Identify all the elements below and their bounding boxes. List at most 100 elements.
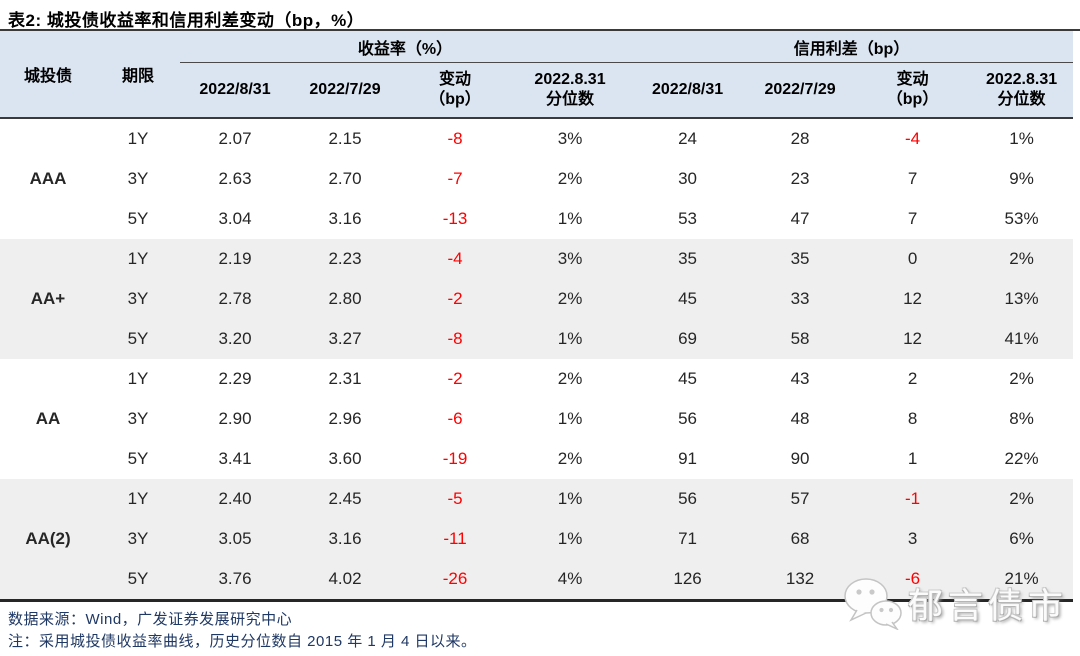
yield-change: -2 [400, 359, 510, 399]
spread-current: 30 [630, 159, 746, 199]
col-header-spread-change: 变动 （bp） [855, 62, 971, 119]
spread-current: 45 [630, 279, 746, 319]
rating-label: AA+ [0, 239, 96, 359]
yield-current: 3.41 [180, 439, 290, 479]
yield-current: 2.29 [180, 359, 290, 399]
table-row: 5Y 3.04 3.16 -13 1% 53 47 7 53% [0, 199, 1074, 239]
spread-current: 24 [630, 118, 746, 159]
spread-previous: 90 [745, 439, 856, 479]
table-row: 3Y 2.63 2.70 -7 2% 30 23 7 9% [0, 159, 1074, 199]
spread-change: -4 [855, 118, 971, 159]
col-header-spread-percentile: 2022.8.31 分位数 [970, 62, 1074, 119]
col-header-yield-change: 变动 （bp） [400, 62, 510, 119]
tenor-cell: 3Y [96, 519, 180, 559]
spread-current: 126 [630, 559, 746, 601]
yield-current: 2.78 [180, 279, 290, 319]
group-header-spread: 信用利差（bp） [630, 31, 1074, 63]
spread-current: 45 [630, 359, 746, 399]
yield-current: 2.19 [180, 239, 290, 279]
col-header-spread-date2: 2022/7/29 [745, 62, 856, 119]
table-row: 3Y 2.78 2.80 -2 2% 45 33 12 13% [0, 279, 1074, 319]
spread-change: 2 [855, 359, 971, 399]
spread-current: 71 [630, 519, 746, 559]
table-row: 5Y 3.20 3.27 -8 1% 69 58 12 41% [0, 319, 1074, 359]
spread-percentile: 2% [970, 359, 1074, 399]
watermark-text: 郁言债市 [907, 586, 1068, 626]
yield-current: 3.76 [180, 559, 290, 601]
yield-percentile: 1% [510, 519, 631, 559]
spread-previous: 58 [745, 319, 856, 359]
yield-percentile: 3% [510, 239, 631, 279]
table-footnotes: 数据来源：Wind，广发证券发展研究中心 注：采用城投债收益率曲线，历史分位数自… [0, 602, 1080, 653]
yield-current: 3.05 [180, 519, 290, 559]
yield-previous: 2.70 [290, 159, 400, 199]
table-row: 5Y 3.76 4.02 -26 4% 126 132 -6 21% [0, 559, 1074, 601]
yield-change: -11 [400, 519, 510, 559]
tenor-cell: 1Y [96, 359, 180, 399]
yield-change: -8 [400, 319, 510, 359]
yield-previous: 3.27 [290, 319, 400, 359]
yield-change: -8 [400, 118, 510, 159]
yield-change: -4 [400, 239, 510, 279]
yield-previous: 2.15 [290, 118, 400, 159]
spread-percentile: 2% [970, 479, 1074, 519]
yield-percentile: 2% [510, 279, 631, 319]
tenor-cell: 3Y [96, 279, 180, 319]
spread-previous: 132 [745, 559, 856, 601]
spread-percentile: 41% [970, 319, 1074, 359]
yield-previous: 4.02 [290, 559, 400, 601]
spread-current: 69 [630, 319, 746, 359]
spread-previous: 47 [745, 199, 856, 239]
table-row: 5Y 3.41 3.60 -19 2% 91 90 1 22% [0, 439, 1074, 479]
spread-change: 7 [855, 159, 971, 199]
col-header-yield-date2: 2022/7/29 [290, 62, 400, 119]
spread-current: 56 [630, 479, 746, 519]
yield-change: -13 [400, 199, 510, 239]
tenor-cell: 3Y [96, 399, 180, 439]
table-row: 3Y 2.90 2.96 -6 1% 56 48 8 8% [0, 399, 1074, 439]
col-header-yield-percentile: 2022.8.31 分位数 [510, 62, 631, 119]
yield-percentile: 3% [510, 118, 631, 159]
group-header-row: 城投债 期限 收益率（%） 信用利差（bp） [0, 31, 1074, 119]
yield-current: 3.20 [180, 319, 290, 359]
spread-percentile: 13% [970, 279, 1074, 319]
spread-previous: 57 [745, 479, 856, 519]
spread-previous: 48 [745, 399, 856, 439]
yield-previous: 3.16 [290, 519, 400, 559]
spread-previous: 33 [745, 279, 856, 319]
spread-change: 3 [855, 519, 971, 559]
yield-percentile: 1% [510, 399, 631, 439]
spread-previous: 23 [745, 159, 856, 199]
spread-current: 91 [630, 439, 746, 479]
tenor-cell: 1Y [96, 239, 180, 279]
yield-percentile: 2% [510, 159, 631, 199]
tenor-cell: 3Y [96, 159, 180, 199]
tenor-cell: 1Y [96, 479, 180, 519]
yield-current: 3.04 [180, 199, 290, 239]
yield-percentile: 2% [510, 439, 631, 479]
spread-percentile: 6% [970, 519, 1074, 559]
table-row: AAA 1Y 2.07 2.15 -8 3% 24 28 -4 1% [0, 118, 1074, 239]
spread-current: 35 [630, 239, 746, 279]
tenor-cell: 5Y [96, 439, 180, 479]
yield-percentile: 2% [510, 359, 631, 399]
table-title: 表2: 城投债收益率和信用利差变动（bp，%） [0, 0, 1080, 31]
yield-percentile: 1% [510, 479, 631, 519]
yield-previous: 2.31 [290, 359, 400, 399]
yield-current: 2.63 [180, 159, 290, 199]
spread-change: 12 [855, 279, 971, 319]
wechat-watermark: 郁言债市 [842, 576, 1068, 630]
spread-current: 53 [630, 199, 746, 239]
spread-percentile: 8% [970, 399, 1074, 439]
spread-previous: 68 [745, 519, 856, 559]
source-note: 数据来源：Wind，广发证券发展研究中心 [8, 611, 293, 628]
rating-label: AAA [0, 118, 96, 239]
yield-change: -26 [400, 559, 510, 601]
spread-percentile: 53% [970, 199, 1074, 239]
col-header-bond: 城投债 [0, 31, 96, 119]
spread-percentile: 22% [970, 439, 1074, 479]
yield-current: 2.90 [180, 399, 290, 439]
spread-change: 0 [855, 239, 971, 279]
spread-current: 56 [630, 399, 746, 439]
